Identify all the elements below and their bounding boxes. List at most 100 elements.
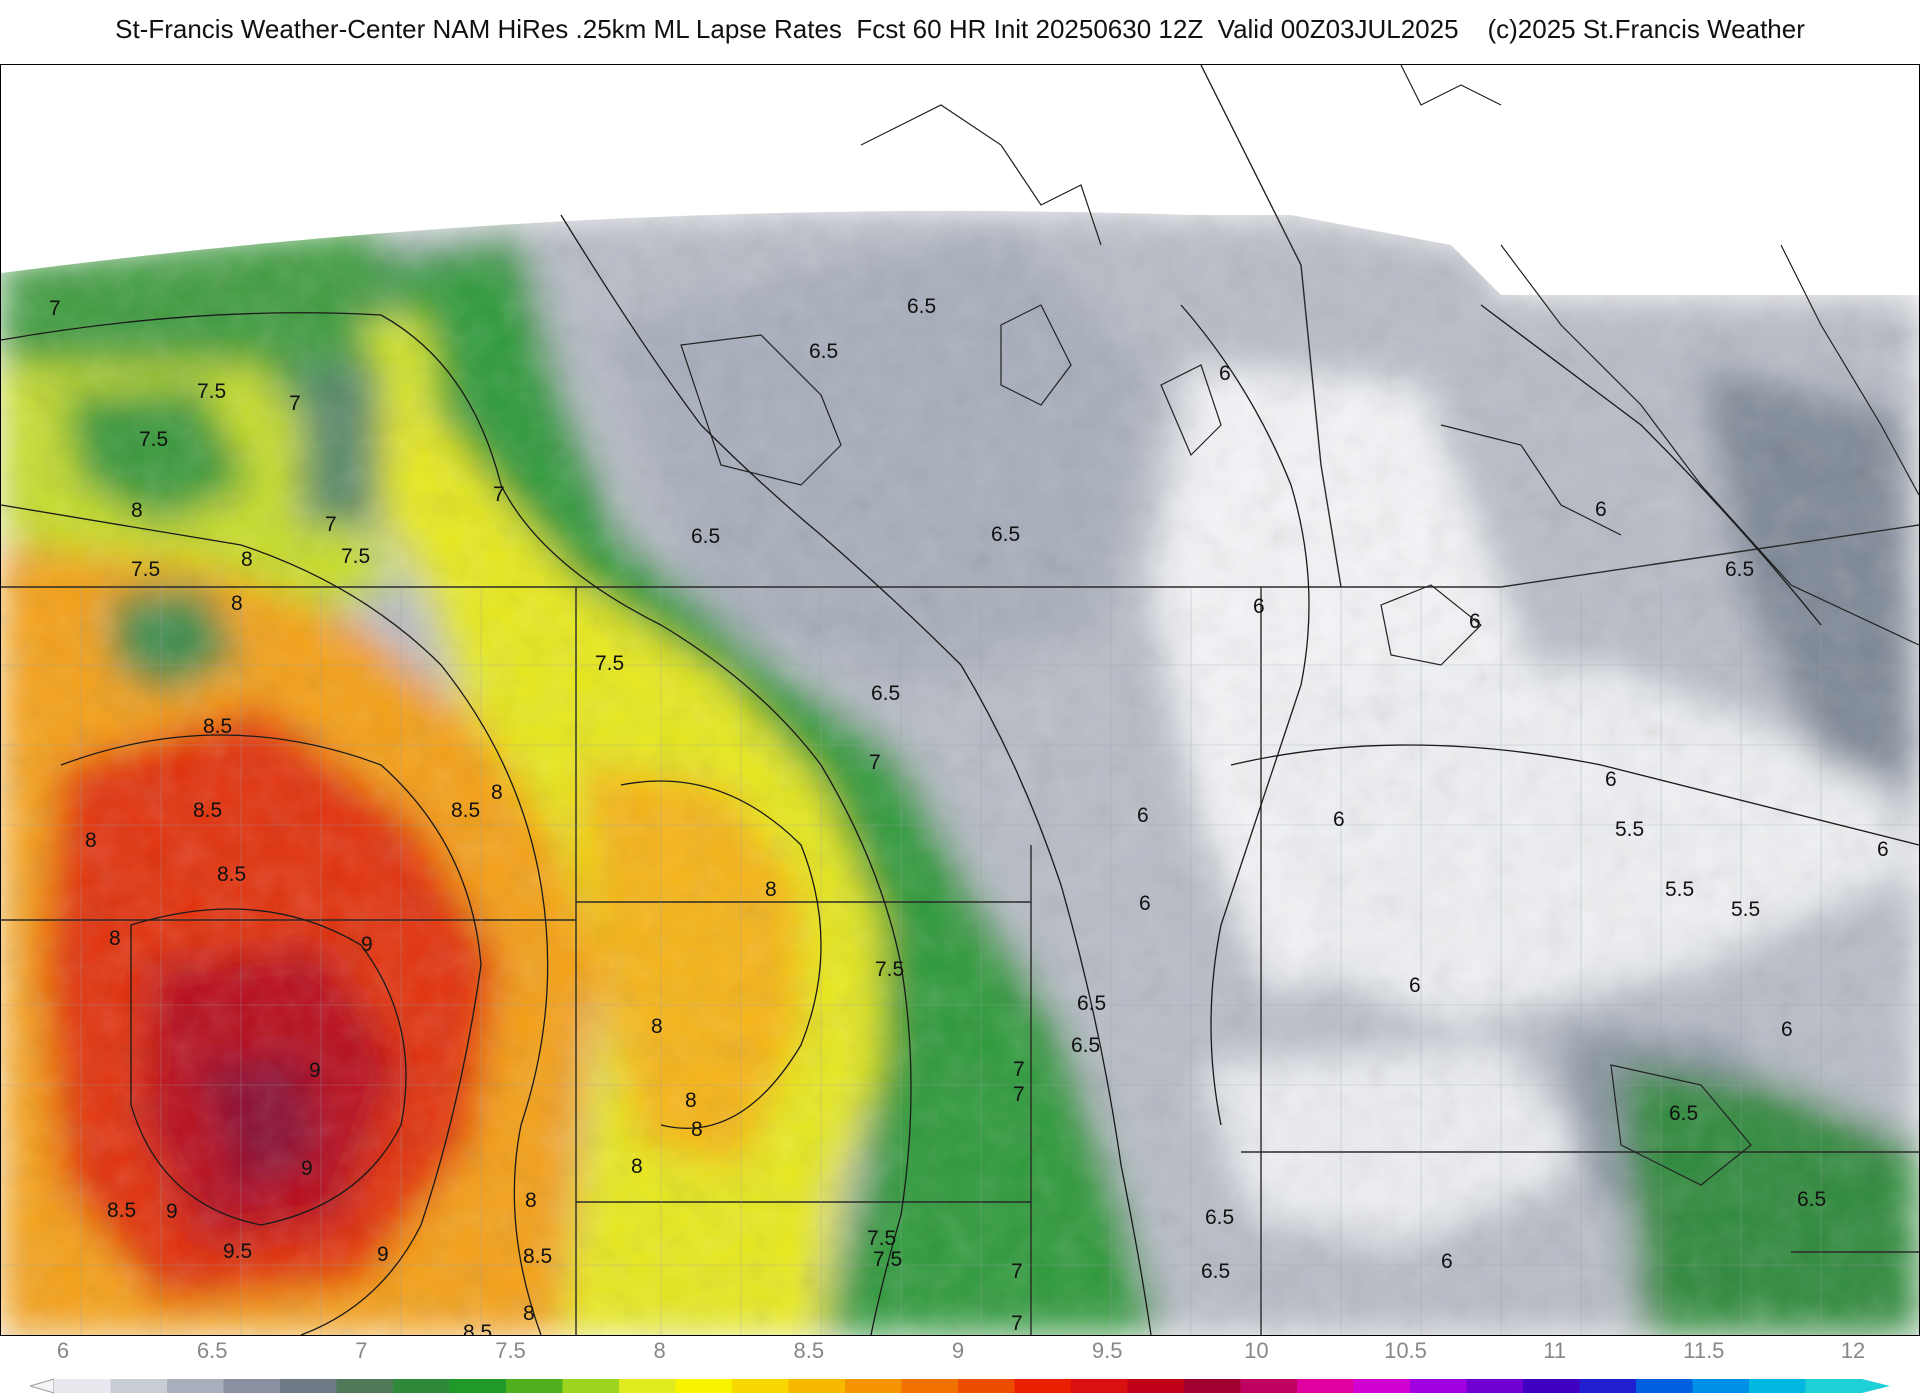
color-scale-swatch	[1636, 1379, 1693, 1393]
contour-label: 9	[361, 933, 373, 956]
color-scale-swatch	[732, 1379, 789, 1393]
color-scale-tick-label: 6.5	[196, 1338, 228, 1363]
contour-label: 6	[1219, 362, 1231, 385]
contour-label: 6	[1253, 595, 1265, 618]
map-title: St-Francis Weather-Center NAM HiRes .25k…	[115, 14, 1805, 44]
contour-label: 6	[1781, 1018, 1793, 1041]
state-boundaries	[1, 65, 1919, 1335]
contour-label: 8	[685, 1089, 697, 1112]
contour-label: 8.5	[523, 1245, 552, 1268]
color-scale-tick-label: 6	[56, 1338, 70, 1363]
color-scale-tick-label: 8	[653, 1338, 666, 1363]
color-scale-swatch	[1805, 1379, 1863, 1393]
contour-label: 8	[109, 927, 121, 950]
contour-label: 7	[869, 751, 881, 774]
contour-label: 7.5	[131, 558, 160, 581]
contour-label: 9	[309, 1059, 321, 1082]
color-scale-swatch	[1353, 1379, 1411, 1393]
contour-label: 5.5	[1731, 898, 1760, 921]
color-scale-swatch	[788, 1379, 846, 1393]
contour-label: 8	[85, 829, 97, 852]
contour-label: 7	[493, 483, 505, 506]
color-scale-max-arrow	[1862, 1379, 1890, 1393]
color-scale-swatch	[1297, 1379, 1354, 1393]
contour-label: 7	[1011, 1260, 1023, 1283]
contour-label: 6.5	[1071, 1034, 1100, 1057]
contour-label: 8	[131, 499, 143, 522]
contour-label: 6.5	[1669, 1102, 1698, 1125]
color-scale-swatch	[1071, 1379, 1128, 1393]
contour-label: 6	[1139, 892, 1151, 915]
color-scale-swatch	[1523, 1379, 1580, 1393]
contour-label: 6.5	[1077, 992, 1106, 1015]
contour-label: 7.5	[595, 652, 624, 675]
color-scale-swatch	[901, 1379, 959, 1393]
color-scale-legend: 6 6.5 7 7.5 8 8.5 9 9.5 10 10.5 11 11.5 12	[30, 1338, 1890, 1398]
contour-label: 8	[765, 878, 777, 901]
contour-label: 8	[491, 781, 503, 804]
contour-label: 6.5	[991, 523, 1020, 546]
coastlines	[680, 65, 1919, 1186]
contour-label: 8	[651, 1015, 663, 1038]
contour-label: 6	[1605, 768, 1617, 791]
contour-label: 5.5	[1665, 878, 1694, 901]
contour-label: 8	[525, 1189, 537, 1212]
color-scale-tick-label: 11.5	[1683, 1338, 1725, 1363]
contour-label: 6	[1137, 804, 1149, 827]
contour-label: 8	[231, 592, 243, 615]
color-scale-swatch	[958, 1379, 1015, 1393]
color-scale-swatch	[1240, 1379, 1298, 1393]
color-scale-swatch	[449, 1379, 507, 1393]
contour-label: 6	[1595, 498, 1607, 521]
contour-label: 9	[377, 1243, 389, 1266]
color-scale-swatch	[1127, 1379, 1185, 1393]
color-scale-swatch	[167, 1379, 224, 1393]
color-scale-swatch	[393, 1379, 450, 1393]
color-scale-bar	[30, 1378, 1890, 1394]
contour-label: 6.5	[1201, 1260, 1230, 1283]
color-scale-swatch	[1014, 1379, 1072, 1393]
color-scale-tick-label: 9.5	[1091, 1338, 1123, 1363]
contour-label: 7.5	[197, 380, 226, 403]
color-scale-swatch	[1579, 1379, 1637, 1393]
contour-lines	[1, 214, 1919, 1335]
contour-label: 6.5	[907, 295, 936, 318]
contour-label: 6.5	[691, 525, 720, 548]
color-scale-tick-label: 10.5	[1384, 1338, 1427, 1363]
color-scale-tick-label: 10	[1244, 1338, 1269, 1363]
contour-label: 8	[631, 1155, 643, 1178]
contour-label: 8	[523, 1302, 535, 1325]
contour-label: 7	[1013, 1058, 1025, 1081]
contour-label: 8.5	[463, 1321, 492, 1335]
contour-label: 9	[166, 1200, 178, 1223]
contour-label: 7	[289, 392, 301, 415]
color-scale-tick-label: 7	[355, 1338, 368, 1363]
contour-label: 7	[1011, 1312, 1023, 1335]
contour-labels: 7 7.5 7 7.5 8 7 7.5 8 7.5 8 8.5 8.5 8 8.…	[49, 295, 1889, 1335]
color-scale-swatch	[223, 1379, 281, 1393]
contour-label: 7.5	[867, 1227, 896, 1250]
contour-label: 8	[691, 1118, 703, 1141]
contour-label: 5.5	[1615, 818, 1644, 841]
contour-label: 7.5	[139, 428, 168, 451]
contour-label: 6	[1409, 974, 1421, 997]
contour-label: 6	[1469, 610, 1481, 633]
color-scale-swatch	[1692, 1379, 1750, 1393]
contour-label: 9	[301, 1157, 313, 1180]
contour-label: 7.5	[873, 1248, 902, 1271]
color-scale-swatch	[336, 1379, 394, 1393]
contour-label: 7.5	[341, 545, 370, 568]
color-scale-swatch	[675, 1379, 733, 1393]
contour-label: 7	[1013, 1083, 1025, 1106]
color-scale-tick-label: 9	[951, 1338, 965, 1363]
contour-label: 6.5	[809, 340, 838, 363]
contour-label: 6	[1333, 808, 1345, 831]
color-scale-swatch	[1466, 1379, 1524, 1393]
color-scale-tick-label: 8.5	[793, 1338, 825, 1363]
lapse-rate-map: 7 7.5 7 7.5 8 7 7.5 8 7.5 8 8.5 8.5 8 8.…	[0, 64, 1920, 1336]
contour-label: 8.5	[217, 863, 246, 886]
contour-label: 7	[49, 297, 61, 320]
contour-label: 8.5	[193, 799, 222, 822]
contour-label: 6.5	[1725, 558, 1754, 581]
contour-label: 8.5	[107, 1199, 136, 1222]
